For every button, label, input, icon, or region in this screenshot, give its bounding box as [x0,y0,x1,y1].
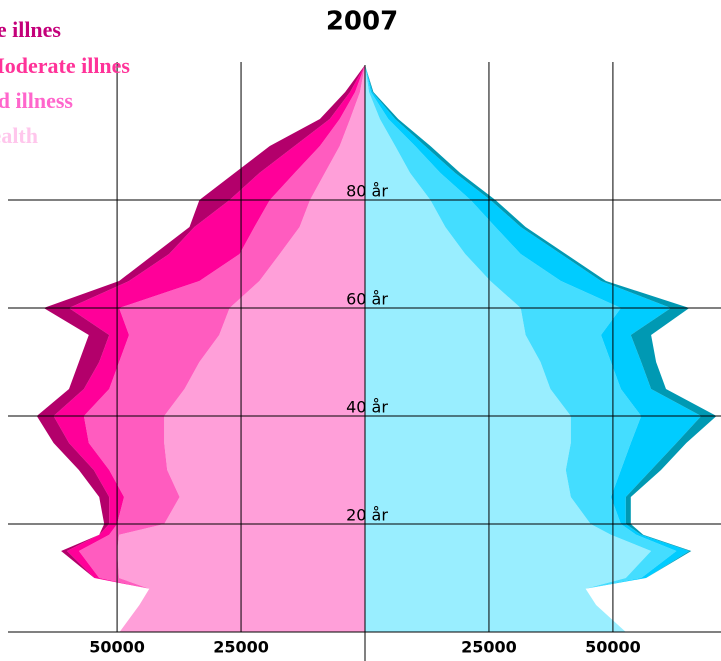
area [365,65,702,632]
area [365,65,652,632]
area [365,65,677,632]
legend-entry: Good health [0,123,38,148]
x-tick-label: 50000 [585,638,641,657]
x-tick-label: 25000 [213,638,269,657]
legend-entry: Severe illnes [0,17,61,42]
y-tick-label: 80 år [346,182,388,201]
y-tick-label: 40 år [346,398,388,417]
areas [36,65,717,632]
grid: 25000 25000 50000 50000 20 år 40 år 60 år 80 år [8,62,721,661]
y-tick-label: 60 år [346,290,388,309]
x-tick-label: 50000 [89,638,145,657]
legend-entry: Mild illness [0,88,73,113]
area [78,65,366,632]
y-tick-label: 20 år [346,506,388,525]
x-tick-label: 25000 [461,638,517,657]
area [36,65,366,632]
area [365,65,717,632]
chart-title: 2007 [326,7,398,37]
area [53,65,365,632]
legend-entry: Moderate illnes [0,53,130,78]
